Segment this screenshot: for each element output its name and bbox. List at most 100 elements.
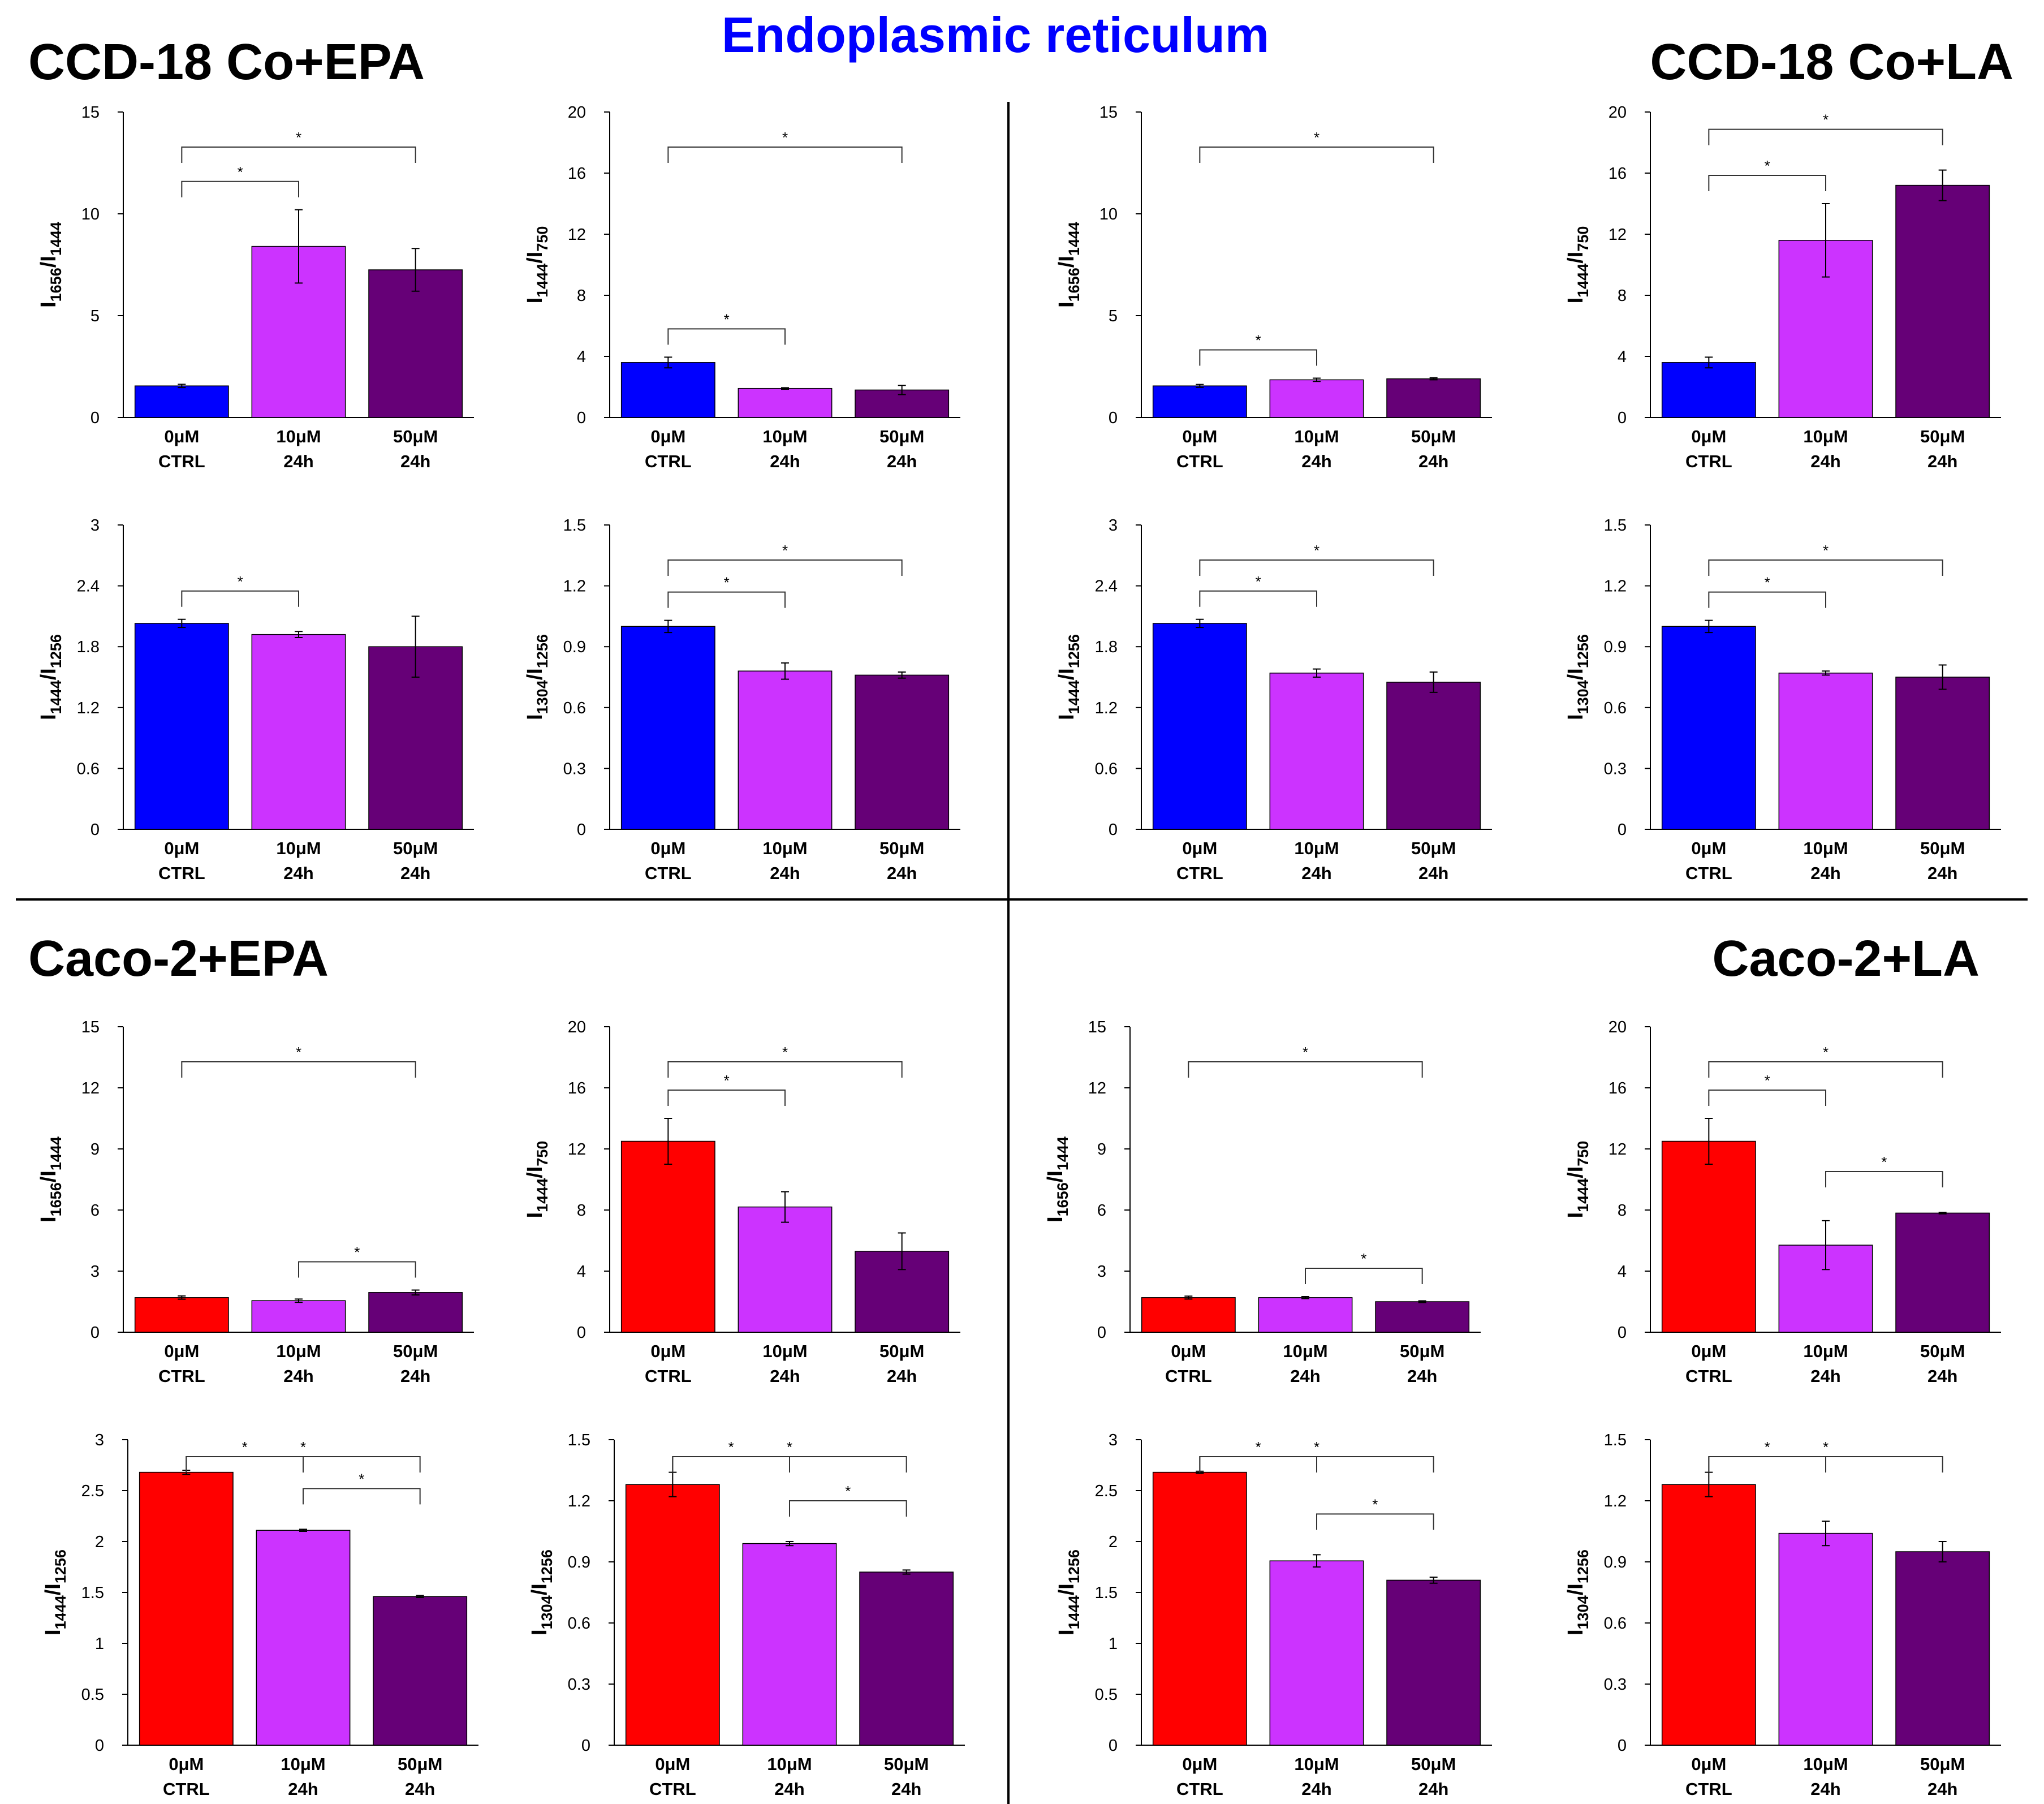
- bar: [620, 1140, 715, 1333]
- bar: [1895, 1212, 1990, 1333]
- y-tick-label: 12: [568, 1140, 586, 1159]
- significance-star: *: [1256, 573, 1261, 590]
- error-bar: [416, 1595, 424, 1598]
- category-label-top: 50μM: [398, 1754, 442, 1774]
- significance-bracket: [1708, 1090, 1826, 1106]
- category-label-top: 50μM: [1400, 1341, 1444, 1361]
- bar: [620, 626, 715, 830]
- significance-bracket: [186, 1456, 421, 1473]
- category-label-bottom: CTRL: [158, 451, 205, 471]
- bar: [1661, 1484, 1756, 1746]
- y-tick-label: 20: [1609, 1018, 1627, 1036]
- y-tick-label: 15: [1099, 104, 1118, 122]
- y-tick-label: 3: [1109, 516, 1118, 535]
- category-label-bottom: CTRL: [1176, 451, 1223, 471]
- y-tick-label: 20: [1609, 104, 1627, 122]
- y-tick-label: 2.4: [77, 578, 100, 596]
- y-axis-label: I1304/I1256: [523, 634, 551, 720]
- y-tick-label: 5: [90, 307, 100, 325]
- y-tick-label: 0.6: [568, 1614, 590, 1633]
- bar: [620, 362, 715, 418]
- significance-star: *: [359, 1470, 364, 1487]
- y-axis-label: I1444/I750: [1564, 226, 1592, 304]
- y-tick-label: 0.9: [1604, 1553, 1627, 1571]
- error-bar: [1196, 384, 1204, 388]
- category-label-bottom: 24h: [405, 1779, 435, 1799]
- category-label-top: 0μM: [169, 1754, 204, 1774]
- significance-star: *: [1765, 157, 1770, 174]
- category-label-top: 10μM: [1803, 838, 1848, 858]
- bar: [1152, 385, 1247, 418]
- bar: [134, 385, 229, 418]
- bar: [368, 269, 463, 418]
- category-label-bottom: CTRL: [1176, 863, 1223, 883]
- category-label-top: 10μM: [762, 838, 807, 858]
- category-label-top: 0μM: [1182, 1754, 1217, 1774]
- panel-title-ccd-la: CCD-18 Co+LA: [1650, 34, 2013, 91]
- significance-star: *: [296, 1044, 301, 1061]
- category-label-bottom: 24h: [770, 1366, 800, 1386]
- y-tick-label: 2.5: [1095, 1482, 1118, 1500]
- category-label-bottom: 24h: [770, 863, 800, 883]
- significance-star: *: [300, 1439, 306, 1456]
- category-label-bottom: 24h: [1301, 1779, 1331, 1799]
- significance-star: *: [724, 311, 730, 328]
- significance-star: *: [1361, 1250, 1366, 1267]
- category-label-bottom: 24h: [400, 863, 430, 883]
- y-tick-label: 1: [1109, 1635, 1118, 1653]
- chart-ccd-la-a: 0 5 10 15 I1656/I1444 0μM CTRL 10μM 24h 50μM 24h * *: [1055, 104, 1492, 471]
- significance-bracket: [303, 1488, 421, 1505]
- significance-star: *: [782, 129, 788, 146]
- category-label-bottom: 24h: [887, 451, 917, 471]
- significance-bracket: [186, 1456, 304, 1473]
- y-tick-label: 12: [81, 1079, 100, 1097]
- bar: [1895, 184, 1990, 418]
- y-tick-label: 16: [568, 165, 586, 183]
- category-label-bottom: 24h: [283, 863, 313, 883]
- chart-ccd-epa-c: 0 0.6 1.2 1.8 2.4 3 I1444/I1256 0μM CTRL 10μM 24h 5…: [37, 516, 474, 883]
- y-tick-label: 1: [95, 1635, 104, 1653]
- y-tick-label: 0: [1109, 1737, 1118, 1755]
- y-tick-label: 0.9: [568, 1553, 590, 1571]
- y-tick-label: 8: [1618, 1202, 1627, 1220]
- category-label-bottom: 24h: [1810, 1779, 1840, 1799]
- bar: [625, 1484, 720, 1746]
- category-label-top: 50μM: [1411, 1754, 1456, 1774]
- significance-bracket: [1708, 175, 1826, 191]
- y-tick-label: 2.5: [81, 1482, 104, 1500]
- bar: [1895, 1551, 1990, 1746]
- category-label-top: 10μM: [1803, 427, 1848, 446]
- error-bar: [411, 248, 420, 292]
- chart-caco-epa-d: 0 0.3 0.6 0.9 1.2 1.5 I1304/I1256 0μM CTRL 10μM 24…: [528, 1431, 965, 1799]
- significance-bracket: [667, 559, 903, 576]
- error-bar: [1196, 618, 1204, 628]
- category-label-top: 10μM: [276, 838, 321, 858]
- error-bar: [1938, 1212, 1947, 1215]
- error-bar: [1822, 1220, 1830, 1271]
- y-tick-label: 0: [90, 1324, 100, 1342]
- category-label-top: 0μM: [1691, 1754, 1726, 1774]
- significance-bracket: [1199, 349, 1317, 366]
- significance-bracket: [1708, 1456, 1826, 1473]
- y-tick-label: 4: [1618, 1263, 1627, 1281]
- significance-bracket: [667, 591, 786, 608]
- significance-bracket: [672, 1456, 790, 1473]
- y-tick-label: 0.5: [1095, 1686, 1118, 1704]
- y-tick-label: 9: [1097, 1140, 1106, 1159]
- y-axis-label: I1444/I1256: [1055, 1549, 1083, 1635]
- y-tick-label: 1.2: [77, 699, 100, 717]
- category-label-bottom: 24h: [1301, 451, 1331, 471]
- category-label-bottom: CTRL: [645, 1366, 692, 1386]
- significance-star: *: [1314, 1439, 1319, 1456]
- y-tick-label: 3: [95, 1431, 104, 1449]
- error-bar: [299, 1529, 307, 1532]
- category-label-top: 0μM: [650, 427, 685, 446]
- y-tick-label: 4: [577, 348, 586, 366]
- significance-bracket: [1708, 559, 1943, 576]
- error-bar: [1705, 1118, 1713, 1165]
- error-bar: [1822, 203, 1830, 278]
- y-tick-label: 1.8: [1095, 638, 1118, 656]
- category-label-top: 0μM: [655, 1754, 690, 1774]
- category-label-bottom: 24h: [887, 863, 917, 883]
- y-tick-label: 2.4: [1095, 578, 1118, 596]
